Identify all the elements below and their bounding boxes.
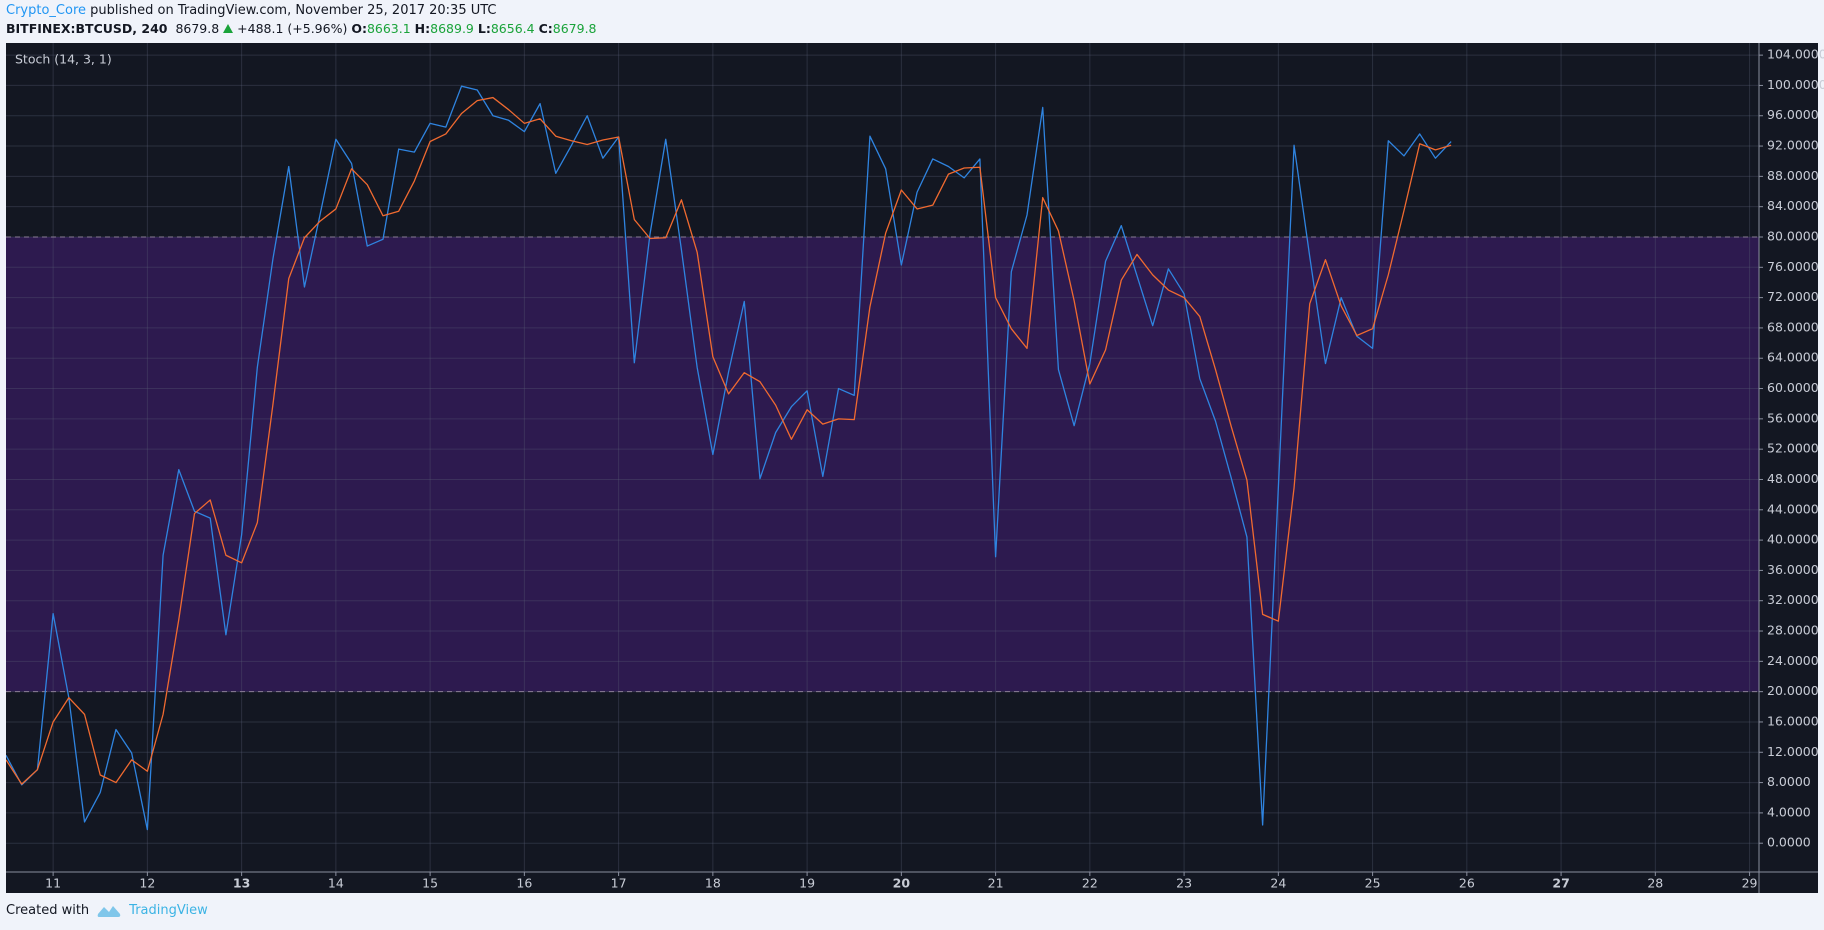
- x-tick-label: 11: [45, 876, 61, 891]
- ohlc-value: 8663.1: [366, 21, 411, 36]
- y-tick-label: 32.0000: [1767, 592, 1819, 607]
- plot-area: [6, 43, 1759, 872]
- x-tick-label: 12: [139, 876, 155, 891]
- y-tick-label: 8.0000: [1767, 774, 1811, 789]
- y-tick-label: 64.0000: [1767, 350, 1819, 365]
- y-tick-label: 76.0000: [1767, 259, 1819, 274]
- y-tick-label: 48.0000: [1767, 471, 1819, 486]
- ohlc-label: L:: [477, 21, 491, 36]
- up-arrow: [223, 24, 234, 33]
- x-tick-label: 20: [893, 876, 911, 891]
- y-tick-label: 16.0000: [1767, 713, 1819, 728]
- y-tick-label: 40.0000: [1767, 532, 1819, 547]
- y-tick-label: 92.0000: [1767, 138, 1819, 153]
- symbol-line: BITFINEX:BTCUSD, 240 8679.8 +488.1 (+5.9…: [6, 21, 597, 36]
- x-tick-label: 14: [328, 876, 344, 891]
- footer-text: Created with: [6, 903, 90, 918]
- ohlc-value: 8689.9: [430, 21, 474, 36]
- x-tick-label: 28: [1647, 876, 1663, 891]
- x-tick-label: 15: [422, 876, 438, 891]
- author-link[interactable]: Crypto_Core: [6, 3, 87, 18]
- series-line: [6, 96, 1452, 785]
- ohlc-value: 8656.4: [490, 21, 535, 36]
- series-line: [6, 85, 1452, 831]
- y-tick-label: 0.0000: [1767, 835, 1811, 850]
- symbol: BITFINEX:BTCUSD, 240: [6, 21, 168, 36]
- x-tick-label: 29: [1742, 876, 1758, 891]
- y-tick-label: 68.0000: [1767, 319, 1819, 334]
- ohlc-label: C:: [538, 21, 553, 36]
- brand-link[interactable]: TradingView: [129, 903, 208, 918]
- header-line: Crypto_Core published on TradingView.com…: [6, 3, 497, 18]
- x-tick-label: 25: [1365, 876, 1381, 891]
- x-tick-label: 17: [611, 876, 627, 891]
- y-tick-label: 24.0000: [1767, 653, 1819, 668]
- tradingview-logo: [97, 905, 121, 917]
- y-tick-label: 12.0000: [1767, 744, 1819, 759]
- indicator-title: Stoch (14, 3, 1): [15, 52, 112, 67]
- last-price: 8679.8: [175, 21, 220, 36]
- footer: Created with TradingView: [6, 903, 208, 918]
- change: +488.1 (+5.96%): [237, 21, 348, 36]
- x-tick-label: 27: [1552, 876, 1569, 891]
- y-tick-label: 44.0000: [1767, 501, 1819, 516]
- ohlc-label: O:: [351, 21, 367, 36]
- y-tick-label: 60.0000: [1767, 380, 1819, 395]
- x-tick-label: 19: [799, 876, 815, 891]
- y-tick-label: 104.0000: [1767, 47, 1824, 62]
- x-tick-label: 26: [1459, 876, 1475, 891]
- ohlc-value: 8679.8: [552, 21, 597, 36]
- published-text: published on TradingView.com, November 2…: [90, 3, 497, 18]
- x-tick-label: 23: [1176, 876, 1192, 891]
- x-tick-label: 16: [516, 876, 532, 891]
- x-tick-label: 18: [705, 876, 721, 891]
- x-tick-label: 24: [1270, 876, 1286, 891]
- y-tick-label: 28.0000: [1767, 623, 1819, 638]
- band: [6, 236, 1759, 692]
- ohlc-label: H:: [414, 21, 431, 36]
- y-tick-label: 100.0000: [1767, 77, 1824, 92]
- y-tick-label: 20.0000: [1767, 683, 1819, 698]
- y-tick-label: 56.0000: [1767, 410, 1819, 425]
- y-tick-label: 52.0000: [1767, 441, 1819, 456]
- y-tick-label: 84.0000: [1767, 198, 1819, 213]
- x-tick-label: 13: [233, 876, 250, 891]
- x-tick-label: 22: [1082, 876, 1098, 891]
- y-tick-label: 36.0000: [1767, 562, 1819, 577]
- y-tick-label: 72.0000: [1767, 289, 1819, 304]
- y-tick-label: 96.0000: [1767, 107, 1819, 122]
- x-tick-label: 21: [988, 876, 1004, 891]
- axes: 0.0000 4.0000 8.0000 12.0000 16.0000 20.0000 2…: [6, 43, 1824, 893]
- y-tick-label: 4.0000: [1767, 804, 1811, 819]
- y-tick-label: 88.0000: [1767, 168, 1819, 183]
- y-tick-label: 80.0000: [1767, 228, 1819, 243]
